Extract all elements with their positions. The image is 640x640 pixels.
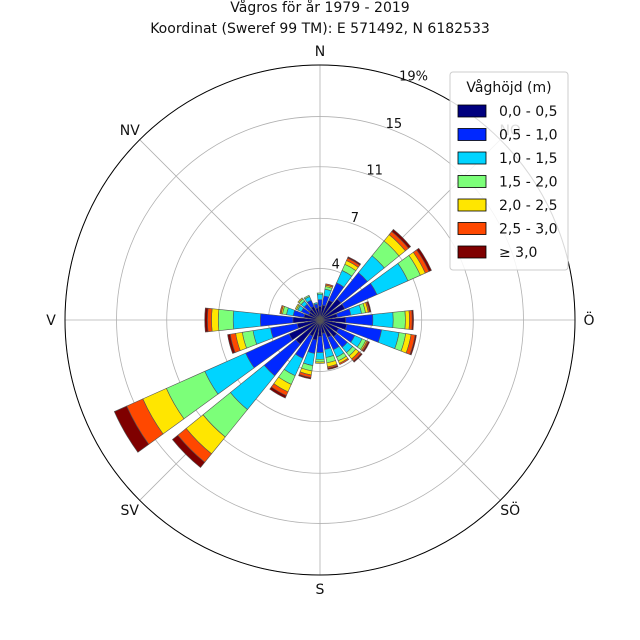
bar-sector-6-bin-3 (392, 310, 406, 330)
bar-sector-0-bin-3 (316, 292, 324, 295)
legend-label: 2,0 - 2,5 (499, 198, 557, 214)
legend-label: 1,5 - 2,0 (499, 175, 557, 191)
bar-sector-14-bin-6 (269, 386, 287, 399)
legend-swatch (457, 222, 487, 235)
direction-label: NV (120, 123, 140, 139)
bar-sector-12-bin-4 (315, 361, 325, 364)
legend-swatch (457, 128, 487, 141)
bar-sector-18-bin-6 (204, 307, 209, 333)
radial-tick-label: 4 (332, 257, 340, 272)
bar-sector-18-bin-4 (211, 308, 220, 332)
bar-sector-2-bin-6 (347, 256, 362, 266)
bar-sector-3-bin-6 (391, 228, 412, 249)
bar-sector-15-bin-6 (172, 434, 206, 468)
bar-sector-8-bin-6 (362, 341, 370, 353)
bar-sector-0-bin-1 (317, 299, 323, 307)
legend-label: ≥ 3,0 (499, 245, 537, 261)
bar-sector-10-bin-5 (338, 357, 350, 366)
bar-sector-21-bin-4 (297, 297, 304, 304)
legend-swatch (457, 151, 487, 165)
rose-bars (113, 228, 432, 468)
direction-label: Ö (583, 311, 594, 329)
bar-sector-12-bin-2 (315, 352, 325, 360)
direction-label: S (316, 582, 325, 598)
bar-sector-7-bin-6 (409, 334, 417, 356)
direction-label: SV (121, 503, 140, 519)
legend-label: 1,0 - 1,5 (499, 151, 557, 167)
radial-tick-label: 19% (399, 69, 428, 84)
bar-sector-0-bin-2 (316, 293, 324, 301)
radial-tick-labels: 4 7 11 15 19% (332, 69, 428, 272)
legend-swatch (457, 198, 487, 212)
legend-label: 0,5 - 1,0 (499, 128, 557, 144)
radial-tick-label: 11 (366, 163, 383, 178)
bar-sector-6-bin-6 (411, 309, 414, 331)
bar-sector-18-bin-1 (260, 313, 294, 327)
legend-items: 0,0 - 0,5 0,5 - 1,0 1,0 - 1,5 1,5 - 2,0 2,0 … (457, 104, 557, 261)
grid-spoke-7 (139, 139, 321, 321)
bar-sector-12-bin-3 (315, 358, 325, 363)
bar-sector-6-bin-4 (404, 310, 410, 330)
chart-title: Vågros för år 1979 - 2019 (230, 0, 409, 16)
bar-sector-6-bin-2 (372, 312, 394, 328)
bar-sector-11-bin-6 (327, 365, 339, 370)
chart-subtitle: Koordinat (Sweref 99 TM): E 571492, N 61… (150, 21, 490, 37)
outer-circle (64, 64, 576, 576)
bar-sector-4-bin-6 (416, 247, 432, 272)
legend-label: 2,5 - 3,0 (499, 222, 557, 238)
radial-tick-label: 7 (351, 211, 359, 226)
radial-tick-label: 15 (386, 117, 403, 132)
legend-swatch (457, 104, 487, 118)
bar-sector-6-bin-1 (345, 314, 374, 326)
legend-label: 0,0 - 0,5 (499, 104, 557, 120)
bar-sector-16-bin-6 (113, 405, 150, 453)
bar-sector-18-bin-3 (217, 309, 234, 331)
bar-sector-18-bin-2 (232, 310, 261, 330)
bar-sector-22-bin-3 (303, 294, 310, 300)
bar-sector-5-bin-6 (366, 301, 372, 313)
bar-sector-20-bin-4 (294, 303, 300, 310)
bar-sector-19-bin-5 (279, 305, 284, 315)
legend: Våghöjd (m) 0,0 - 0,5 0,5 - 1,0 1,0 - 1,5 1… (449, 71, 569, 271)
direction-label: N (315, 44, 325, 60)
bar-sector-17-bin-6 (227, 333, 236, 354)
bar-sector-13-bin-6 (298, 374, 312, 380)
bar-sector-9-bin-6 (352, 352, 363, 363)
legend-swatch (457, 175, 487, 188)
legend-swatch (457, 245, 487, 259)
bar-sector-1-bin-5 (325, 283, 334, 288)
direction-label: SÖ (500, 501, 520, 519)
direction-label: V (46, 313, 56, 329)
bar-sector-12-bin-1 (316, 335, 324, 353)
bar-sector-18-bin-5 (207, 307, 213, 333)
legend-title: Våghöjd (m) (466, 79, 551, 96)
bar-sector-23-bin-2 (313, 302, 318, 306)
legend-box (449, 71, 569, 271)
polar-grid (64, 64, 576, 576)
